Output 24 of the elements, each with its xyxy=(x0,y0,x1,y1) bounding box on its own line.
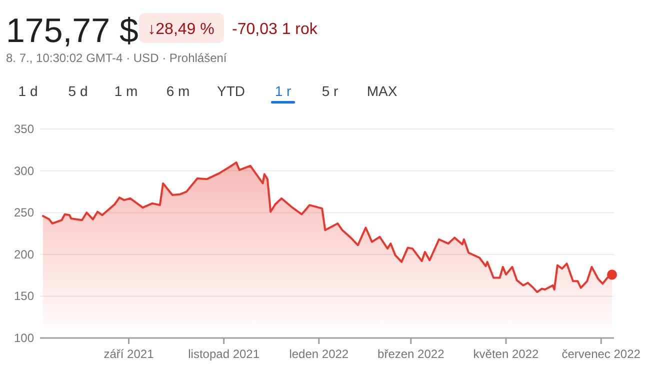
x-tick-label: září 2021 xyxy=(104,347,154,361)
text: 5 d xyxy=(68,83,88,99)
y-tick-label: 350 xyxy=(14,122,34,136)
y-tick-label: 100 xyxy=(14,331,34,345)
text: YTD xyxy=(217,83,245,99)
text: 6 m xyxy=(166,83,190,99)
x-tick-label: červenec 2022 xyxy=(562,347,641,361)
text: MAX xyxy=(366,83,398,99)
chart-subtitle: 8. 7., 10:30:02 GMT-4 · USD · Prohlášení xyxy=(6,51,228,65)
y-tick-label: 150 xyxy=(14,289,34,304)
x-tick-label: květen 2022 xyxy=(473,347,540,361)
x-tick-label: březen 2022 xyxy=(378,347,445,361)
text: -70,03 1 rok xyxy=(232,21,318,38)
text: 1 m xyxy=(114,83,138,99)
y-tick-label: 200 xyxy=(14,247,34,262)
x-tick-label: leden 2022 xyxy=(289,347,349,361)
chart-title: 175,77 $ xyxy=(6,12,138,50)
y-tick-label: 300 xyxy=(14,164,34,178)
x-tick-label: listopad 2021 xyxy=(188,347,260,361)
text: ↓28,49 % xyxy=(148,21,214,38)
text: 1 r xyxy=(274,83,292,99)
y-tick-label: 250 xyxy=(14,206,34,220)
text: 1 d xyxy=(18,83,38,99)
text: 5 r xyxy=(322,83,339,99)
